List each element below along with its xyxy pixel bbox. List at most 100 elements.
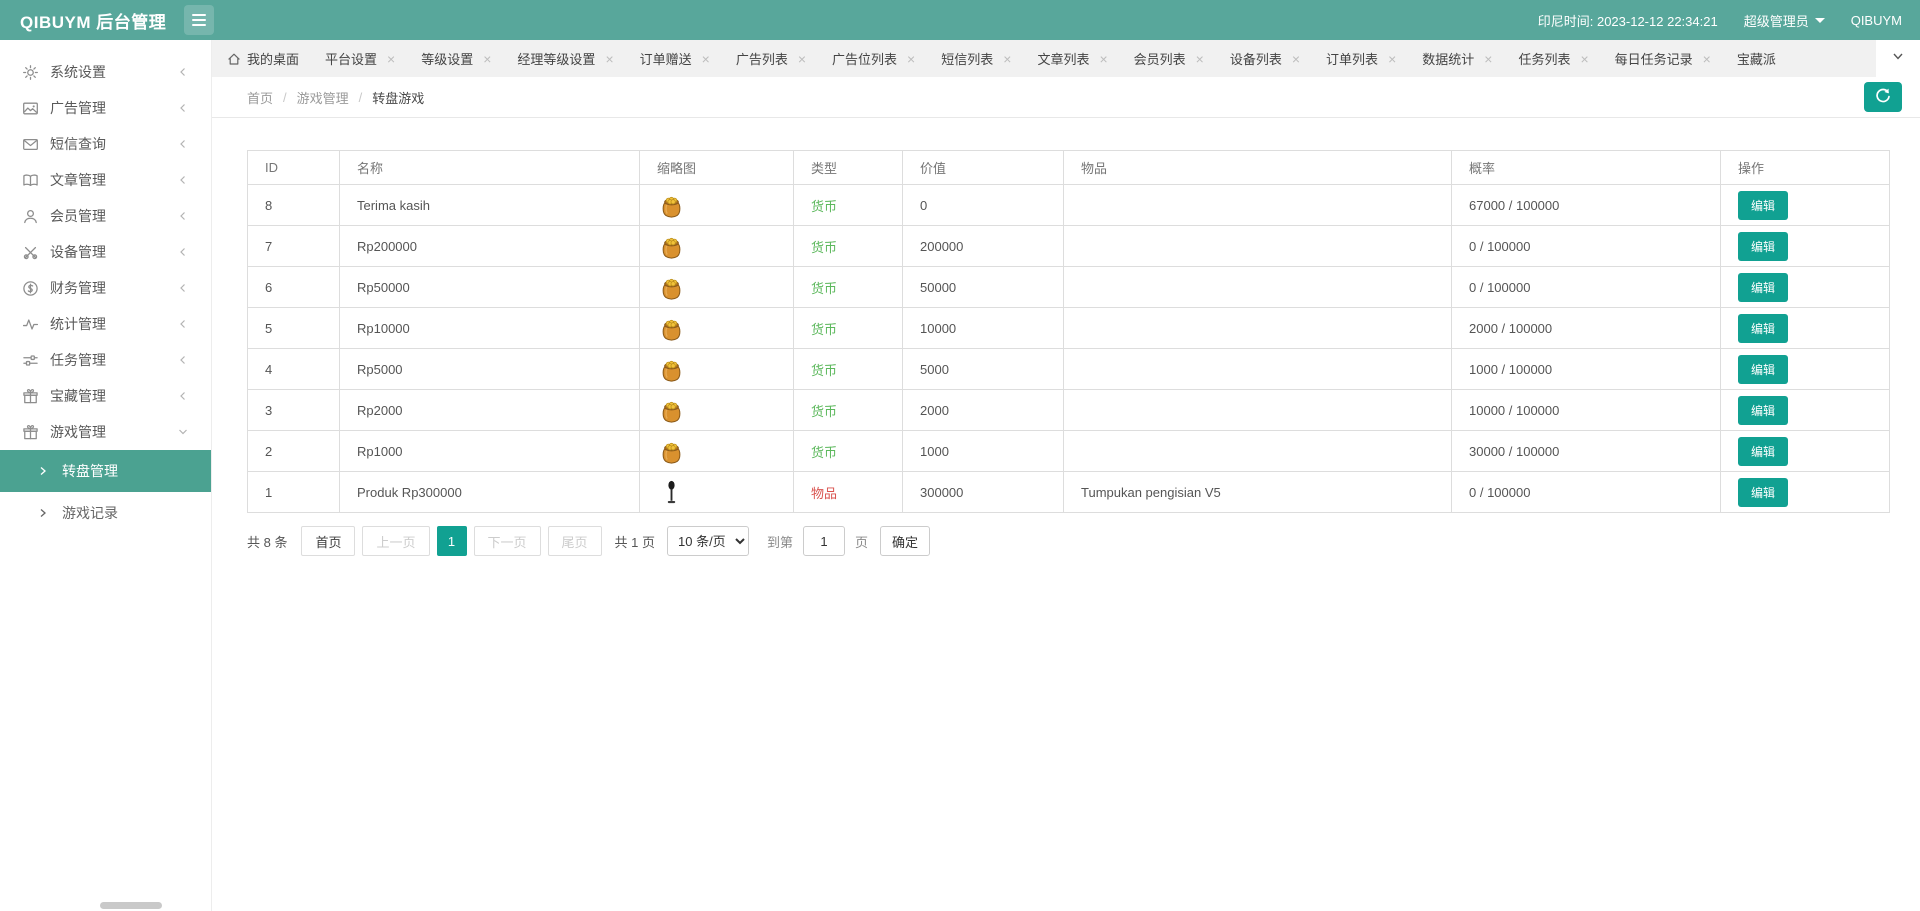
edit-button[interactable]: 编辑 [1738,436,1789,466]
table-row: 6 Rp50000 货币 50000 0 / 100000 编辑 [247,266,1890,308]
tab-1[interactable]: 平台设置 × [312,40,408,77]
current-page-button[interactable]: 1 [436,526,467,556]
tab-close-icon[interactable]: × [387,50,396,67]
tab-close-icon[interactable]: × [907,50,916,67]
tab-close-icon[interactable]: × [1195,50,1204,67]
sidebar-item-0[interactable]: 系统设置 [0,54,211,90]
tab-close-icon[interactable]: × [1003,50,1012,67]
tab-9[interactable]: 会员列表 × [1121,40,1217,77]
edit-button[interactable]: 编辑 [1738,354,1789,384]
tab-4[interactable]: 订单赠送 × [627,40,723,77]
caret-down-icon [1814,17,1825,23]
cell-thumbnail [639,471,794,513]
username[interactable]: QIBUYM [1850,12,1902,28]
tab-13[interactable]: 任务列表 × [1505,40,1601,77]
sidebar-subitem-0[interactable]: 转盘管理 [0,450,211,492]
sidebar-item-2[interactable]: 短信查询 [0,126,211,162]
tab-2[interactable]: 等级设置 × [408,40,504,77]
chevron-left-icon [177,102,189,114]
tab-label: 经理等级设置 [517,52,596,67]
tab-close-icon[interactable]: × [1702,50,1711,67]
cell-id: 7 [247,225,340,267]
tab-close-icon[interactable]: × [1291,50,1301,67]
tab-close-icon[interactable]: × [483,50,492,67]
tab-5[interactable]: 广告列表 × [723,40,819,77]
sidebar-item-10[interactable]: 游戏管理 [0,414,211,450]
tab-14[interactable]: 每日任务记录 × [1602,40,1724,77]
cell-id: 6 [247,266,340,308]
tab-close-icon[interactable]: × [1580,50,1589,67]
tab-0[interactable]: 我的桌面 [214,40,312,77]
horizontal-scrollbar-thumb[interactable] [100,902,162,909]
edit-button[interactable]: 编辑 [1738,477,1789,507]
chevron-left-icon [177,66,189,78]
chevron-left-icon [177,354,189,366]
sidebar-item-7[interactable]: 统计管理 [0,306,211,342]
sidebar-item-5[interactable]: 设备管理 [0,234,211,270]
breadcrumb-parent[interactable]: 游戏管理 [296,90,349,106]
cell-rate: 1000 / 100000 [1451,348,1721,390]
refresh-button[interactable] [1864,82,1902,112]
cell-item [1063,389,1452,431]
sidebar-item-label: 宝藏管理 [50,388,106,404]
last-page-button[interactable]: 尾页 [547,526,602,556]
menu-toggle-button[interactable] [184,5,214,35]
cell-name: Rp10000 [339,307,640,349]
sidebar-item-6[interactable]: 财务管理 [0,270,211,306]
sidebar-item-9[interactable]: 宝藏管理 [0,378,211,414]
tab-8[interactable]: 文章列表 × [1024,40,1120,77]
sidebar-item-1[interactable]: 广告管理 [0,90,211,126]
tab-close-icon[interactable]: × [797,50,807,67]
tab-close-icon[interactable]: × [1388,50,1397,67]
cell-type: 货币 [793,225,903,267]
goto-label: 到第 [767,534,794,550]
tab-6[interactable]: 广告位列表 × [819,40,928,77]
cell-value: 200000 [902,225,1064,267]
goto-page-input[interactable] [803,526,846,556]
edit-button[interactable]: 编辑 [1738,395,1789,425]
next-page-button[interactable]: 下一页 [473,526,541,556]
confirm-button[interactable]: 确定 [880,526,931,556]
sidebar-subitem-1[interactable]: 游戏记录 [0,492,211,534]
edit-button[interactable]: 编辑 [1738,231,1789,261]
sidebar-item-8[interactable]: 任务管理 [0,342,211,378]
tab-11[interactable]: 订单列表 × [1313,40,1409,77]
tab-close-icon[interactable]: × [605,50,614,67]
sliders-icon [22,352,39,369]
breadcrumb-home[interactable]: 首页 [247,90,274,106]
sidebar-item-4[interactable]: 会员管理 [0,198,211,234]
edit-button[interactable]: 编辑 [1738,313,1789,343]
tab-close-icon[interactable]: × [1099,50,1108,67]
role-label: 超级管理员 [1743,13,1809,29]
tab-bar: 我的桌面 平台设置 × 等级设置 × 经理等级设置 × 订单赠送 × 广告列表 × 广告位列表 × 短信列… [212,40,1920,77]
tab-12[interactable]: 数据统计 × [1409,40,1505,77]
cell-thumbnail [639,348,794,390]
per-page-select[interactable]: 10 条/页 [667,526,749,556]
tab-close-icon[interactable]: × [701,50,710,67]
tab-close-icon[interactable]: × [1484,50,1493,67]
top-header: QIBUYM 后台管理 印尼时间: 2023-12-12 22:34:21 超级… [0,0,1920,40]
tab-7[interactable]: 短信列表 × [928,40,1024,77]
mail-icon [22,136,39,153]
prev-page-button[interactable]: 上一页 [362,526,430,556]
tab-10[interactable]: 设备列表 × [1217,40,1313,77]
page-suffix: 页 [855,534,869,550]
edit-button[interactable]: 编辑 [1738,190,1789,220]
cell-item [1063,225,1452,267]
sidebar-item-label: 广告管理 [50,100,106,116]
sidebar-item-3[interactable]: 文章管理 [0,162,211,198]
cell-rate: 67000 / 100000 [1451,184,1721,226]
cell-type: 货币 [793,348,903,390]
sidebar-item-label: 任务管理 [50,352,106,368]
role-dropdown[interactable]: 超级管理员 [1744,11,1825,30]
cell-id: 3 [247,389,340,431]
refresh-icon [1874,87,1892,108]
sidebar-subitem-label: 游戏记录 [62,505,118,521]
tab-3[interactable]: 经理等级设置 × [504,40,626,77]
chevron-left-icon [177,282,189,294]
tab-15[interactable]: 宝藏派 [1724,40,1789,77]
first-page-button[interactable]: 首页 [301,526,356,556]
edit-button[interactable]: 编辑 [1738,272,1789,302]
table-row: 1 Produk Rp300000 物品 300000 Tumpukan pengisi… [247,471,1890,513]
tab-overflow-button[interactable] [1876,40,1920,77]
